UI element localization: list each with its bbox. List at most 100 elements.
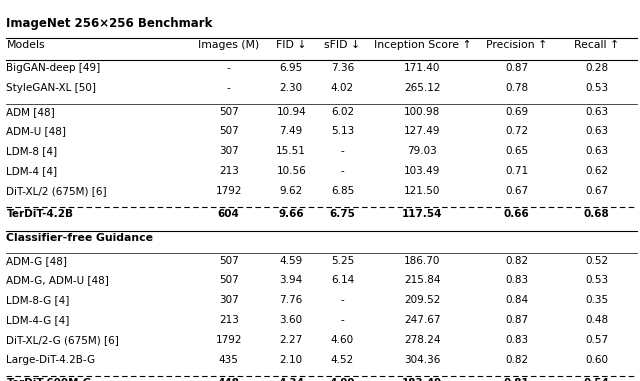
Text: 2.27: 2.27 <box>280 335 303 345</box>
Text: 100.98: 100.98 <box>404 107 440 117</box>
Text: 0.54: 0.54 <box>584 378 610 381</box>
Text: sFID ↓: sFID ↓ <box>324 40 360 50</box>
Text: 0.60: 0.60 <box>586 355 608 365</box>
Text: 186.70: 186.70 <box>404 256 440 266</box>
Text: -: - <box>340 146 344 156</box>
Text: 4.34: 4.34 <box>278 378 304 381</box>
Text: 307: 307 <box>219 146 239 156</box>
Text: -: - <box>340 166 344 176</box>
Text: 265.12: 265.12 <box>404 83 441 93</box>
Text: 213: 213 <box>219 315 239 325</box>
Text: -: - <box>227 83 230 93</box>
Text: 121.50: 121.50 <box>404 186 440 196</box>
Text: 0.65: 0.65 <box>505 146 529 156</box>
Text: FID ↓: FID ↓ <box>276 40 307 50</box>
Text: 9.62: 9.62 <box>280 186 303 196</box>
Text: 6.75: 6.75 <box>330 209 355 219</box>
Text: 0.68: 0.68 <box>584 209 610 219</box>
Text: 103.49: 103.49 <box>404 166 440 176</box>
Text: 5.13: 5.13 <box>331 126 354 136</box>
Text: LDM-8 [4]: LDM-8 [4] <box>6 146 58 156</box>
Text: DiT-XL/2 (675M) [6]: DiT-XL/2 (675M) [6] <box>6 186 107 196</box>
Text: 0.83: 0.83 <box>505 335 529 345</box>
Text: 2.10: 2.10 <box>280 355 303 365</box>
Text: 0.28: 0.28 <box>585 63 609 73</box>
Text: -: - <box>227 63 230 73</box>
Text: 0.87: 0.87 <box>505 315 529 325</box>
Text: 2.30: 2.30 <box>280 83 303 93</box>
Text: 0.63: 0.63 <box>585 146 609 156</box>
Text: 0.82: 0.82 <box>505 256 529 266</box>
Text: 0.48: 0.48 <box>585 315 609 325</box>
Text: 79.03: 79.03 <box>408 146 437 156</box>
Text: 6.95: 6.95 <box>280 63 303 73</box>
Text: 6.14: 6.14 <box>331 275 354 285</box>
Text: 7.76: 7.76 <box>280 295 303 305</box>
Text: Models: Models <box>6 40 45 50</box>
Text: Classifier-free Guidance: Classifier-free Guidance <box>6 233 154 243</box>
Text: 171.40: 171.40 <box>404 63 440 73</box>
Text: Large-DiT-4.2B-G: Large-DiT-4.2B-G <box>6 355 95 365</box>
Text: 0.63: 0.63 <box>585 126 609 136</box>
Text: 209.52: 209.52 <box>404 295 440 305</box>
Text: ADM-G [48]: ADM-G [48] <box>6 256 67 266</box>
Text: Recall ↑: Recall ↑ <box>574 40 620 50</box>
Text: 0.63: 0.63 <box>585 107 609 117</box>
Text: 507: 507 <box>219 275 239 285</box>
Text: 0.53: 0.53 <box>585 275 609 285</box>
Text: 0.71: 0.71 <box>505 166 529 176</box>
Text: Inception Score ↑: Inception Score ↑ <box>374 40 471 50</box>
Text: LDM-8-G [4]: LDM-8-G [4] <box>6 295 70 305</box>
Text: 3.60: 3.60 <box>280 315 303 325</box>
Text: 0.72: 0.72 <box>505 126 529 136</box>
Text: 0.67: 0.67 <box>505 186 529 196</box>
Text: 507: 507 <box>219 107 239 117</box>
Text: LDM-4-G [4]: LDM-4-G [4] <box>6 315 70 325</box>
Text: Images (M): Images (M) <box>198 40 259 50</box>
Text: ADM-U [48]: ADM-U [48] <box>6 126 67 136</box>
Text: 0.53: 0.53 <box>585 83 609 93</box>
Text: 507: 507 <box>219 126 239 136</box>
Text: 215.84: 215.84 <box>404 275 441 285</box>
Text: 4.52: 4.52 <box>331 355 354 365</box>
Text: Precision ↑: Precision ↑ <box>486 40 547 50</box>
Text: 0.84: 0.84 <box>505 295 529 305</box>
Text: 1792: 1792 <box>216 186 242 196</box>
Text: 0.35: 0.35 <box>585 295 609 305</box>
Text: 0.62: 0.62 <box>585 166 609 176</box>
Text: 4.60: 4.60 <box>331 335 354 345</box>
Text: 6.02: 6.02 <box>331 107 354 117</box>
Text: ADM [48]: ADM [48] <box>6 107 55 117</box>
Text: 0.87: 0.87 <box>505 63 529 73</box>
Text: ImageNet 256×256 Benchmark: ImageNet 256×256 Benchmark <box>6 17 212 30</box>
Text: 435: 435 <box>219 355 239 365</box>
Text: 448: 448 <box>218 378 240 381</box>
Text: 0.81: 0.81 <box>504 378 530 381</box>
Text: 0.66: 0.66 <box>504 209 530 219</box>
Text: 4.02: 4.02 <box>331 83 354 93</box>
Text: 4.99: 4.99 <box>330 378 355 381</box>
Text: 247.67: 247.67 <box>404 315 441 325</box>
Text: 0.83: 0.83 <box>505 275 529 285</box>
Text: DiT-XL/2-G (675M) [6]: DiT-XL/2-G (675M) [6] <box>6 335 119 345</box>
Text: 6.85: 6.85 <box>331 186 354 196</box>
Text: -: - <box>340 315 344 325</box>
Text: 183.49: 183.49 <box>403 378 442 381</box>
Text: 0.52: 0.52 <box>585 256 609 266</box>
Text: 213: 213 <box>219 166 239 176</box>
Text: 1792: 1792 <box>216 335 242 345</box>
Text: LDM-4 [4]: LDM-4 [4] <box>6 166 58 176</box>
Text: -: - <box>340 295 344 305</box>
Text: 127.49: 127.49 <box>404 126 441 136</box>
Text: 0.82: 0.82 <box>505 355 529 365</box>
Text: 7.49: 7.49 <box>280 126 303 136</box>
Text: 7.36: 7.36 <box>331 63 354 73</box>
Text: 0.57: 0.57 <box>585 335 609 345</box>
Text: 9.66: 9.66 <box>278 209 304 219</box>
Text: 604: 604 <box>218 209 240 219</box>
Text: 5.25: 5.25 <box>331 256 354 266</box>
Text: 0.69: 0.69 <box>505 107 529 117</box>
Text: 4.59: 4.59 <box>280 256 303 266</box>
Text: 0.67: 0.67 <box>585 186 609 196</box>
Text: 0.78: 0.78 <box>505 83 529 93</box>
